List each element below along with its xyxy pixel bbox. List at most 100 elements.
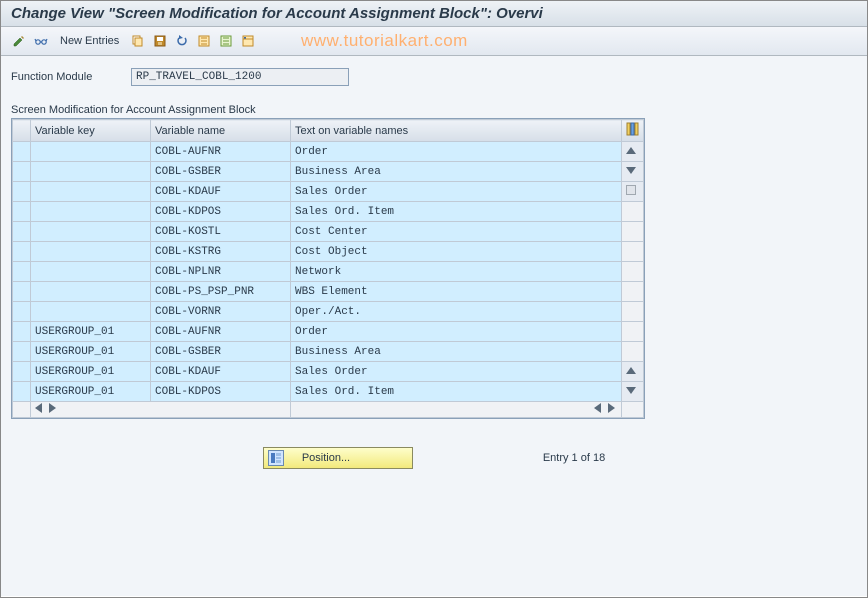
cell-variable-name[interactable]: COBL-AUFNR <box>151 322 291 342</box>
col-text[interactable]: Text on variable names <box>291 120 622 142</box>
cell-variable-name[interactable]: COBL-KOSTL <box>151 222 291 242</box>
table-row[interactable]: COBL-GSBERBusiness Area <box>13 162 644 182</box>
row-selector[interactable] <box>13 142 31 162</box>
scroll-track[interactable] <box>622 262 644 282</box>
table-row[interactable]: COBL-VORNROper./Act. <box>13 302 644 322</box>
cell-variable-name[interactable]: COBL-KDPOS <box>151 382 291 402</box>
scroll-down-step-icon[interactable] <box>622 162 644 182</box>
copy-icon[interactable] <box>128 31 148 51</box>
cell-variable-name[interactable]: COBL-AUFNR <box>151 142 291 162</box>
scroll-track[interactable] <box>622 302 644 322</box>
cell-text[interactable]: Network <box>291 262 622 282</box>
cell-text[interactable]: Oper./Act. <box>291 302 622 322</box>
toolbar: New Entries www.tutorialkart.com <box>1 27 867 56</box>
scroll-thumb[interactable] <box>622 182 644 202</box>
cell-text[interactable]: Sales Order <box>291 362 622 382</box>
cell-variable-name[interactable]: COBL-KDAUF <box>151 182 291 202</box>
cell-text[interactable]: Sales Order <box>291 182 622 202</box>
row-selector[interactable] <box>13 222 31 242</box>
table-row[interactable]: COBL-PS_PSP_PNRWBS Element <box>13 282 644 302</box>
cell-variable-key[interactable] <box>31 162 151 182</box>
table-row[interactable]: USERGROUP_01COBL-KDPOSSales Ord. Item <box>13 382 644 402</box>
toggle-display-change-icon[interactable] <box>9 31 29 51</box>
content-area: Function Module Screen Modification for … <box>1 56 867 596</box>
cell-variable-key[interactable] <box>31 282 151 302</box>
cell-variable-key[interactable] <box>31 242 151 262</box>
function-module-input[interactable] <box>131 68 349 86</box>
select-all-icon[interactable] <box>194 31 214 51</box>
undo-icon[interactable] <box>172 31 192 51</box>
cell-variable-key[interactable]: USERGROUP_01 <box>31 342 151 362</box>
scroll-left-icon[interactable] <box>35 403 42 413</box>
cell-variable-key[interactable] <box>31 182 151 202</box>
cell-variable-name[interactable]: COBL-PS_PSP_PNR <box>151 282 291 302</box>
select-all-header[interactable] <box>13 120 31 142</box>
table-row[interactable]: COBL-AUFNROrder <box>13 142 644 162</box>
scroll-track[interactable] <box>622 282 644 302</box>
cell-variable-name[interactable]: COBL-KDAUF <box>151 362 291 382</box>
cell-variable-name[interactable]: COBL-KSTRG <box>151 242 291 262</box>
cell-variable-key[interactable] <box>31 202 151 222</box>
row-selector[interactable] <box>13 182 31 202</box>
cell-variable-key[interactable] <box>31 222 151 242</box>
cell-text[interactable]: Sales Ord. Item <box>291 382 622 402</box>
cell-text[interactable]: WBS Element <box>291 282 622 302</box>
cell-variable-name[interactable]: COBL-GSBER <box>151 342 291 362</box>
row-selector[interactable] <box>13 202 31 222</box>
cell-text[interactable]: Business Area <box>291 162 622 182</box>
scroll-track[interactable] <box>622 222 644 242</box>
scroll-left-end-icon[interactable] <box>594 403 601 413</box>
cell-text[interactable]: Order <box>291 142 622 162</box>
table-row[interactable]: USERGROUP_01COBL-GSBERBusiness Area <box>13 342 644 362</box>
scroll-track[interactable] <box>622 342 644 362</box>
row-selector[interactable] <box>13 322 31 342</box>
cell-text[interactable]: Cost Object <box>291 242 622 262</box>
table-row[interactable]: USERGROUP_01COBL-AUFNROrder <box>13 322 644 342</box>
table-row[interactable]: COBL-KDPOSSales Ord. Item <box>13 202 644 222</box>
scroll-track[interactable] <box>622 242 644 262</box>
cell-variable-key[interactable]: USERGROUP_01 <box>31 382 151 402</box>
table-row[interactable]: COBL-KSTRGCost Object <box>13 242 644 262</box>
cell-text[interactable]: Sales Ord. Item <box>291 202 622 222</box>
row-selector[interactable] <box>13 362 31 382</box>
row-selector[interactable] <box>13 302 31 322</box>
scroll-right-end-icon[interactable] <box>608 403 615 413</box>
col-variable-key[interactable]: Variable key <box>31 120 151 142</box>
glasses-icon[interactable] <box>31 31 51 51</box>
cell-text[interactable]: Cost Center <box>291 222 622 242</box>
cell-variable-key[interactable]: USERGROUP_01 <box>31 362 151 382</box>
cell-text[interactable]: Business Area <box>291 342 622 362</box>
cell-variable-name[interactable]: COBL-GSBER <box>151 162 291 182</box>
cell-variable-key[interactable] <box>31 302 151 322</box>
table-row[interactable]: COBL-NPLNRNetwork <box>13 262 644 282</box>
deselect-all-icon[interactable] <box>216 31 236 51</box>
scroll-track[interactable] <box>622 322 644 342</box>
row-selector[interactable] <box>13 382 31 402</box>
scroll-up-step-icon[interactable] <box>622 362 644 382</box>
scroll-down-icon[interactable] <box>622 382 644 402</box>
new-entries-button[interactable]: New Entries <box>53 32 126 50</box>
row-selector[interactable] <box>13 242 31 262</box>
scroll-right-icon[interactable] <box>49 403 56 413</box>
cell-variable-name[interactable]: COBL-KDPOS <box>151 202 291 222</box>
scroll-track[interactable] <box>622 202 644 222</box>
row-selector[interactable] <box>13 282 31 302</box>
row-selector[interactable] <box>13 342 31 362</box>
cell-variable-name[interactable]: COBL-VORNR <box>151 302 291 322</box>
cell-variable-name[interactable]: COBL-NPLNR <box>151 262 291 282</box>
row-selector[interactable] <box>13 262 31 282</box>
cell-variable-key[interactable]: USERGROUP_01 <box>31 322 151 342</box>
table-row[interactable]: COBL-KOSTLCost Center <box>13 222 644 242</box>
save-icon[interactable] <box>150 31 170 51</box>
position-button[interactable]: Position... <box>263 447 413 469</box>
table-row[interactable]: COBL-KDAUFSales Order <box>13 182 644 202</box>
configure-columns-header[interactable] <box>622 120 644 142</box>
col-variable-name[interactable]: Variable name <box>151 120 291 142</box>
row-selector[interactable] <box>13 162 31 182</box>
cell-text[interactable]: Order <box>291 322 622 342</box>
cell-variable-key[interactable] <box>31 142 151 162</box>
scroll-up-icon[interactable] <box>622 142 644 162</box>
table-row[interactable]: USERGROUP_01COBL-KDAUFSales Order <box>13 362 644 382</box>
cell-variable-key[interactable] <box>31 262 151 282</box>
delete-icon[interactable] <box>238 31 258 51</box>
